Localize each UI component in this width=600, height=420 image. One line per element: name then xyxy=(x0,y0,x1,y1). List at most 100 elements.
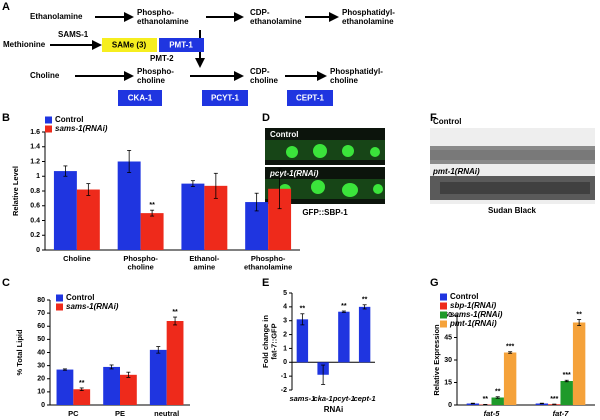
legend-swatch xyxy=(440,320,447,328)
enzyme: PMT-2 xyxy=(150,54,174,63)
y-axis-label: Relative Expression xyxy=(432,324,441,396)
error-bar xyxy=(300,313,305,326)
y-tick-label: 0.2 xyxy=(30,232,40,239)
y-tick-label: 60 xyxy=(444,312,452,319)
y-tick-label: 3 xyxy=(283,318,287,325)
node: Ethanolamine xyxy=(30,12,83,21)
node: Phospho-choline xyxy=(137,67,174,85)
bar xyxy=(535,403,549,405)
bar xyxy=(73,389,91,405)
y-tick-label: 0 xyxy=(448,402,452,409)
significance: *** xyxy=(563,372,571,379)
legend-label: Control xyxy=(55,115,83,124)
y-tick-label: 60 xyxy=(37,323,45,330)
significance: ** xyxy=(341,303,347,310)
y-tick-label: 1 xyxy=(283,345,287,352)
legend-swatch xyxy=(45,116,52,124)
y-tick-label: 70 xyxy=(37,310,45,317)
y-tick-label: 0.8 xyxy=(30,188,40,195)
box xyxy=(287,90,333,106)
bar xyxy=(338,311,350,363)
bar xyxy=(268,188,292,250)
y-axis-label: Relative Level xyxy=(11,166,20,216)
significance: ** xyxy=(483,396,489,403)
significance: ** xyxy=(79,380,85,387)
legend-swatch xyxy=(440,293,447,301)
box-label: SAMe (3) xyxy=(112,41,147,50)
bar xyxy=(204,185,228,250)
image-label: Control xyxy=(270,130,298,139)
panel-label: A xyxy=(2,1,10,13)
box xyxy=(159,38,204,52)
box xyxy=(202,90,248,106)
x-tick-label: fat-5 xyxy=(484,409,501,418)
bar xyxy=(117,161,141,250)
micrograph xyxy=(265,128,385,204)
error-bar xyxy=(321,364,326,385)
x-tick-label: Phospho-ethanolamine xyxy=(244,254,292,272)
bar xyxy=(120,374,137,405)
error-bar xyxy=(508,351,513,354)
error-bar xyxy=(564,379,569,383)
node: Phosphatidyl-ethanolamine xyxy=(342,8,395,26)
bar xyxy=(140,213,164,250)
error-bar xyxy=(495,396,500,399)
error-bar xyxy=(86,183,91,196)
node: CDP-choline xyxy=(250,67,279,85)
error-bar xyxy=(539,402,544,405)
x-tick-label: sams-1 xyxy=(289,394,315,403)
error-bar xyxy=(109,364,114,370)
bar xyxy=(560,381,573,405)
node: Methionine xyxy=(3,40,46,49)
x-tick-label: pcyt-1 xyxy=(332,394,355,403)
significance: ** xyxy=(495,389,501,396)
box xyxy=(118,90,162,106)
panel-label: G xyxy=(430,277,439,289)
bar xyxy=(103,366,120,405)
image-caption: GFP::SBP-1 xyxy=(302,208,348,217)
error-bar xyxy=(79,387,84,391)
error-bar xyxy=(190,180,195,187)
panel-label: B xyxy=(2,112,10,124)
bar xyxy=(503,352,517,405)
image-label: pcyt-1(RNAi) xyxy=(269,169,319,178)
bar xyxy=(76,189,100,250)
panel-label: E xyxy=(262,277,269,289)
y-tick-label: 10 xyxy=(37,389,45,396)
bar xyxy=(53,171,77,250)
x-axis-label: RNAi xyxy=(324,405,344,414)
error-bar xyxy=(213,172,218,199)
error-bar xyxy=(173,316,178,326)
micrograph xyxy=(430,128,595,204)
y-tick-label: 30 xyxy=(37,362,45,369)
x-tick-label: fat-7 xyxy=(553,409,570,418)
y-tick-label: 80 xyxy=(37,297,45,304)
y-tick-label: 45 xyxy=(444,334,452,341)
y-axis-label: Fold change infat-7::GFP xyxy=(261,315,279,368)
error-bar xyxy=(577,319,582,326)
y-tick-label: 50 xyxy=(37,336,45,343)
significance: *** xyxy=(550,396,558,403)
error-bar xyxy=(470,402,475,405)
panel-label: D xyxy=(262,112,270,124)
error-bar xyxy=(63,165,68,177)
bar xyxy=(181,183,205,250)
legend-swatch xyxy=(45,125,52,133)
node: Choline xyxy=(30,71,60,80)
bar xyxy=(245,202,269,250)
legend-label: sbp-1(RNAi) xyxy=(450,301,497,310)
error-bar xyxy=(362,304,367,310)
image-label: pmt-1(RNAi) xyxy=(432,167,480,176)
y-tick-label: 0 xyxy=(283,359,287,366)
box-label: CKA-1 xyxy=(128,94,153,103)
bar xyxy=(491,397,504,405)
arrows xyxy=(50,12,339,81)
y-tick-label: 0 xyxy=(41,402,45,409)
x-tick-label: Ethanol-amine xyxy=(189,254,219,272)
y-tick-label: 1.4 xyxy=(30,144,40,151)
y-tick-label: 2 xyxy=(283,331,287,338)
error-bar xyxy=(341,310,346,313)
y-axis-label: % Total Lipid xyxy=(15,329,24,376)
error-bar xyxy=(156,346,161,354)
